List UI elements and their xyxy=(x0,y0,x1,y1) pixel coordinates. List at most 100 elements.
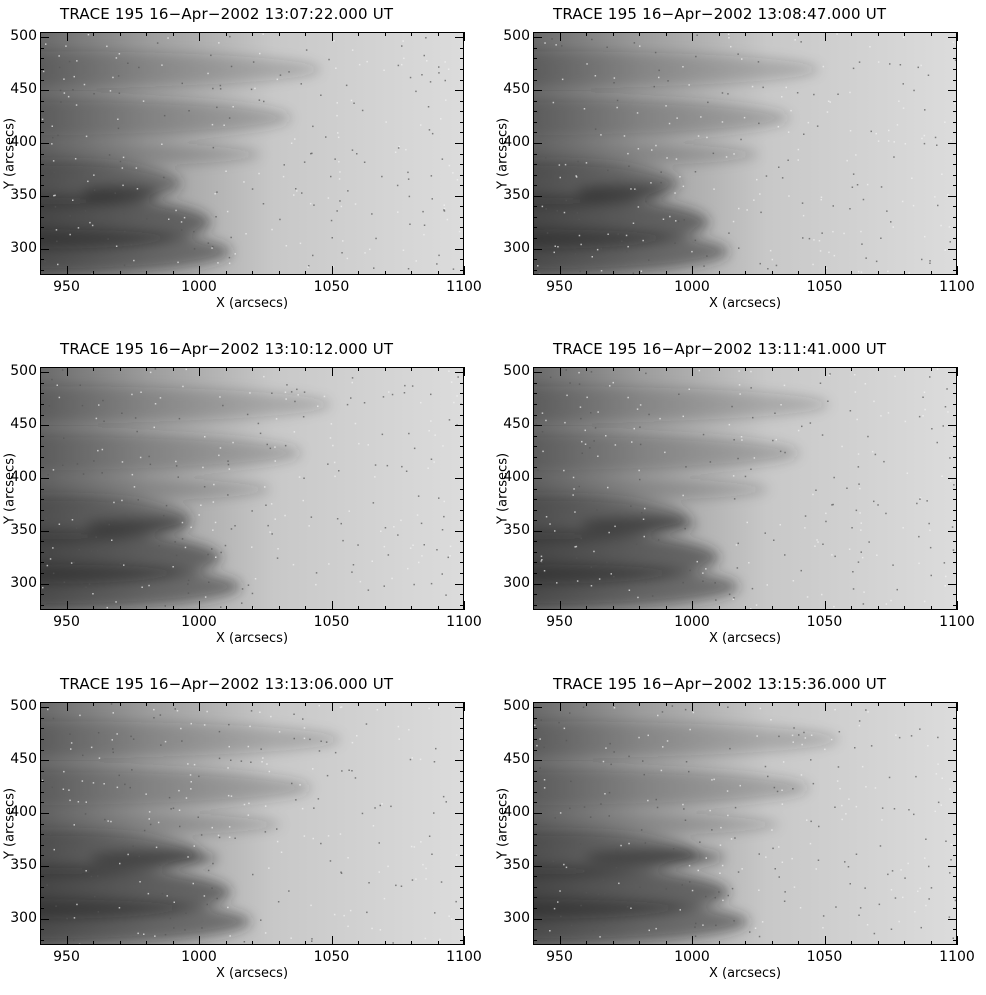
axis-tick xyxy=(586,32,587,36)
axis-tick xyxy=(40,270,44,271)
axis-tick xyxy=(953,217,957,218)
axis-tick xyxy=(533,855,537,856)
axis-tick xyxy=(851,941,852,945)
axis-tick xyxy=(67,702,68,711)
axis-tick xyxy=(953,383,957,384)
axis-tick xyxy=(252,941,253,945)
axis-tick xyxy=(226,702,227,706)
axis-tick xyxy=(199,32,200,41)
axis-tick xyxy=(953,111,957,112)
axis-tick xyxy=(460,227,464,228)
axis-tick xyxy=(358,367,359,371)
axis-tick xyxy=(455,425,464,426)
axis-tick xyxy=(745,702,746,706)
axis-tick xyxy=(460,541,464,542)
axis-tick xyxy=(40,605,44,606)
axis-tick xyxy=(332,32,333,41)
axis-tick xyxy=(460,834,464,835)
x-axis-label: X (arcsecs) xyxy=(172,296,332,311)
axis-tick xyxy=(455,707,464,708)
axis-tick xyxy=(40,897,44,898)
axis-tick xyxy=(67,936,68,945)
axis-tick xyxy=(40,594,44,595)
axis-tick xyxy=(460,499,464,500)
axis-tick xyxy=(455,478,464,479)
axis-tick xyxy=(560,702,561,711)
y-tick-label: 500 xyxy=(1,28,37,44)
axis-tick xyxy=(948,425,957,426)
axis-tick xyxy=(252,702,253,706)
axis-tick xyxy=(953,101,957,102)
axis-tick xyxy=(40,238,44,239)
axis-tick xyxy=(745,32,746,36)
axis-tick xyxy=(332,601,333,610)
axis-tick xyxy=(533,802,537,803)
y-tick-label: 450 xyxy=(1,416,37,432)
axis-tick xyxy=(533,206,537,207)
axis-tick xyxy=(146,702,147,706)
axis-tick xyxy=(40,824,44,825)
axis-tick xyxy=(533,393,537,394)
y-tick-label: 500 xyxy=(494,28,530,44)
axis-tick xyxy=(613,702,614,706)
axis-tick xyxy=(533,718,537,719)
axis-tick xyxy=(957,32,958,41)
axis-tick xyxy=(226,941,227,945)
axis-tick xyxy=(173,271,174,275)
axis-tick xyxy=(279,702,280,706)
axis-tick xyxy=(455,90,464,91)
axis-tick xyxy=(948,478,957,479)
axis-tick xyxy=(533,227,537,228)
axis-tick xyxy=(279,367,280,371)
axis-tick xyxy=(533,781,537,782)
axis-tick xyxy=(40,802,44,803)
axis-tick xyxy=(533,175,537,176)
solar-image xyxy=(40,702,464,945)
axis-tick xyxy=(533,446,537,447)
axis-tick xyxy=(533,702,534,706)
axis-tick xyxy=(455,372,464,373)
axis-tick xyxy=(226,32,227,36)
axis-tick xyxy=(460,489,464,490)
axis-tick xyxy=(953,845,957,846)
axis-tick xyxy=(411,32,412,36)
axis-tick xyxy=(948,143,957,144)
axis-tick xyxy=(460,383,464,384)
axis-tick xyxy=(120,606,121,610)
axis-tick xyxy=(878,941,879,945)
axis-tick xyxy=(931,367,932,371)
axis-tick xyxy=(173,32,174,36)
axis-tick xyxy=(40,404,44,405)
axis-tick xyxy=(560,367,561,376)
axis-tick xyxy=(851,32,852,36)
axis-tick xyxy=(460,238,464,239)
axis-tick xyxy=(533,792,537,793)
axis-tick xyxy=(146,271,147,275)
axis-tick xyxy=(533,80,537,81)
axis-tick xyxy=(533,824,537,825)
x-tick-label: 1100 xyxy=(932,949,982,965)
axis-tick xyxy=(948,760,957,761)
axis-tick xyxy=(948,249,957,250)
axis-tick xyxy=(455,919,464,920)
axis-tick xyxy=(40,499,44,500)
axis-tick xyxy=(745,606,746,610)
panel-4: TRACE 195 16−Apr−2002 13:11:41.000 UT Y … xyxy=(495,335,985,660)
x-tick-label: 950 xyxy=(42,614,92,630)
axis-tick xyxy=(533,404,537,405)
axis-tick xyxy=(40,132,44,133)
axis-tick xyxy=(953,573,957,574)
axis-tick xyxy=(957,601,958,610)
axis-tick xyxy=(67,266,68,275)
axis-tick xyxy=(305,32,306,36)
axis-tick xyxy=(438,32,439,36)
axis-tick xyxy=(460,929,464,930)
axis-tick xyxy=(411,941,412,945)
axis-tick xyxy=(953,48,957,49)
axis-tick xyxy=(851,702,852,706)
x-tick-label: 1100 xyxy=(932,279,982,295)
axis-tick xyxy=(455,37,464,38)
axis-tick xyxy=(953,80,957,81)
axis-tick xyxy=(953,185,957,186)
axis-tick xyxy=(460,404,464,405)
